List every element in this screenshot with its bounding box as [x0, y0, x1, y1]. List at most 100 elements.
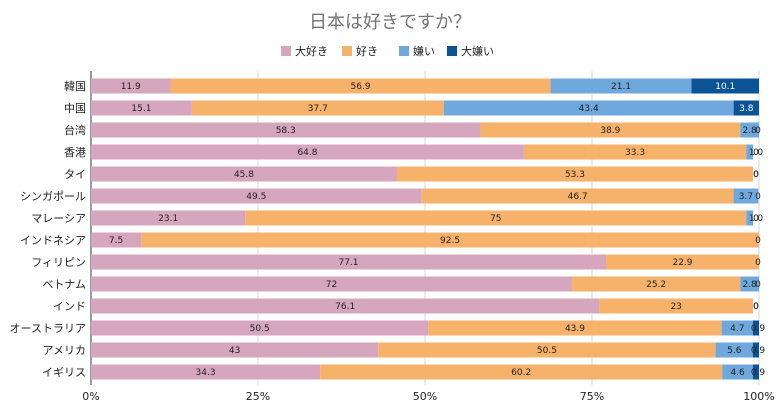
bar-segment: [752, 320, 759, 336]
bar-segment: [91, 342, 379, 358]
x-tick-label-4: 75%: [580, 390, 604, 403]
bar-value-label: 0: [755, 280, 761, 290]
bar-value-label: 53.3: [565, 170, 585, 180]
bar-segment: [91, 298, 600, 314]
bar-segment: [91, 364, 321, 380]
bar-segment: [606, 254, 759, 270]
bar-segment: [91, 188, 422, 204]
category-label: イギリス: [42, 366, 86, 379]
bar-segment: [91, 320, 429, 336]
bar-value-label: 2.8: [742, 126, 757, 136]
bar-value-label: 0: [753, 170, 759, 180]
bar-segment: [191, 100, 444, 116]
bar-segment: [746, 144, 753, 160]
bar-value-label: 92.5: [440, 236, 460, 246]
category-label: インド: [53, 300, 86, 313]
category-label: インドネシア: [20, 234, 86, 247]
bar-value-label: 38.9: [600, 126, 620, 136]
x-tick-label-3: 50%: [413, 390, 437, 403]
bar-segment: [752, 342, 759, 358]
bar-value-label: 15.1: [131, 104, 151, 114]
legend-swatch-3: [399, 46, 409, 56]
legend-swatch-4: [447, 46, 457, 56]
bar-segment: [733, 100, 759, 116]
x-tick-label-5: 100%: [743, 390, 774, 403]
category-label: 香港: [64, 146, 86, 159]
bar-value-label: 43: [229, 346, 240, 356]
bar-segment: [91, 100, 192, 116]
bar-segment: [443, 100, 734, 116]
category-label: フィリピン: [31, 256, 86, 269]
x-tick-label-1: 0%: [82, 390, 99, 403]
legend-label-3: 嫌い: [413, 44, 435, 58]
bar-value-label: 49.5: [246, 192, 266, 202]
category-label: タイ: [64, 168, 86, 181]
bar-segment: [691, 78, 759, 94]
bar-value-label: 0: [753, 148, 759, 158]
category-label: 韓国: [64, 80, 86, 93]
bar-segment: [141, 232, 760, 248]
bar-segment: [91, 166, 397, 182]
legend-label-2: 好き: [356, 44, 378, 58]
bar-segment: [752, 364, 759, 380]
bar-segment: [428, 320, 722, 336]
bar-segment: [715, 342, 753, 358]
bar-value-label: 75: [490, 214, 501, 224]
bar-value-label: 22.9: [672, 258, 692, 268]
bar-value-label: 23: [670, 302, 681, 312]
bar-segment: [320, 364, 723, 380]
bar-value-label: 0: [755, 258, 761, 268]
bar-value-label: 56.9: [351, 82, 371, 92]
bar-value-label: 0: [753, 170, 759, 180]
bar-segment: [733, 188, 759, 204]
bar-segment: [91, 276, 572, 292]
legend: 大好き 好き 嫌い 大嫌い: [281, 44, 494, 58]
chart-title: 日本は好きですか？: [309, 12, 471, 33]
bar-segment: [396, 166, 753, 182]
bar-segment: [245, 210, 747, 226]
bar-value-label: 1.0: [749, 214, 764, 224]
bar-value-label: 43.4: [579, 104, 599, 114]
bar-segment: [722, 364, 753, 380]
bar-segment: [91, 210, 246, 226]
bar-segment: [740, 122, 759, 138]
bar-value-label: 0: [755, 126, 761, 136]
bar-segment: [170, 78, 551, 94]
bar-value-label: 64.8: [297, 148, 317, 158]
bar-segment: [550, 78, 692, 94]
bar-value-label: 1.0: [749, 148, 764, 158]
bar-value-label: 10.1: [715, 82, 735, 92]
bar-value-label: 72: [326, 280, 337, 290]
bar-value-label: 60.2: [511, 368, 531, 378]
category-label: アメリカ: [43, 344, 86, 357]
bar-value-label: 0: [753, 214, 759, 224]
bar-segment: [721, 320, 753, 336]
bar-segment: [91, 232, 142, 248]
category-label: オーストラリア: [10, 322, 86, 335]
bar-value-label: 0.9: [751, 324, 766, 334]
legend-label-1: 大好き: [295, 44, 328, 58]
bar-value-label: 45.8: [234, 170, 254, 180]
category-label: ベトナム: [42, 278, 86, 291]
bar-value-label: 76.1: [335, 302, 355, 312]
bar-value-label: 46.7: [568, 192, 588, 202]
bar-value-label: 3.7: [739, 192, 753, 202]
bar-value-label: 50.5: [537, 346, 557, 356]
x-tick-label-2: 25%: [246, 390, 270, 403]
bar-value-label: 0.9: [751, 346, 766, 356]
category-label: シンガポール: [20, 190, 86, 203]
bar-value-label: 33.3: [625, 148, 645, 158]
bar-value-label: 11.9: [121, 82, 141, 92]
bar-value-label: 3.8: [739, 104, 754, 114]
bar-value-label: 21.1: [611, 82, 631, 92]
bar-segment: [91, 254, 607, 270]
bar-value-label: 50.5: [250, 324, 270, 334]
bar-value-label: 0: [755, 236, 761, 246]
category-label: 中国: [64, 102, 86, 115]
legend-swatch-2: [342, 46, 352, 56]
bar-value-label: 5.6: [727, 346, 742, 356]
bar-segment: [740, 276, 759, 292]
bar-value-label: 2.8: [742, 280, 757, 290]
